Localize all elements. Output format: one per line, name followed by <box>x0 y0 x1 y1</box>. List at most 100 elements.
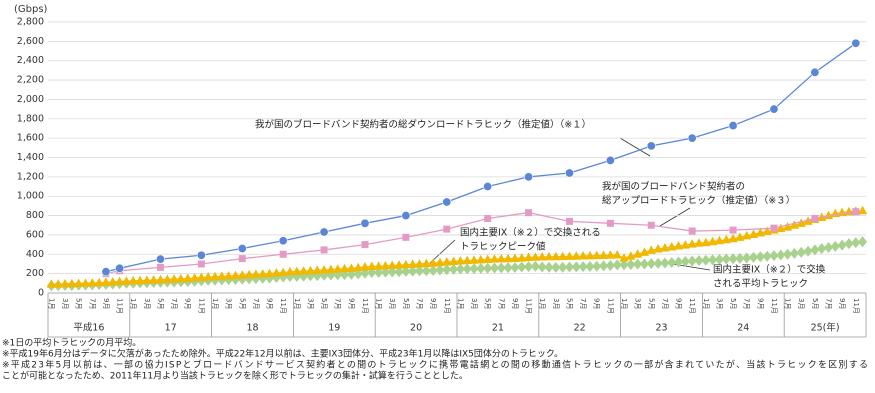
x-tick-label: 7月 <box>497 298 505 309</box>
data-point <box>162 274 172 283</box>
data-point <box>435 264 445 276</box>
data-point <box>421 265 431 277</box>
x-tick-label: 5月 <box>565 298 573 309</box>
x-tick-label: 1月 <box>293 298 301 309</box>
x-tick-label: 5月 <box>320 298 328 309</box>
data-point <box>449 263 459 275</box>
x-tick-label: 11月 <box>116 298 124 314</box>
data-point <box>74 278 84 288</box>
data-point <box>196 250 206 260</box>
data-point <box>278 267 288 276</box>
x-tick-label: 7月 <box>334 298 342 309</box>
data-point <box>443 225 451 233</box>
data-point <box>210 271 220 281</box>
x-tick-label: 9月 <box>675 298 683 309</box>
data-point <box>271 268 281 277</box>
data-point <box>796 218 806 227</box>
data-point <box>353 262 363 272</box>
data-point <box>708 236 718 246</box>
data-point <box>448 256 459 265</box>
data-point <box>469 255 479 264</box>
data-point <box>626 251 636 260</box>
data-point <box>169 274 179 283</box>
data-point <box>783 248 793 260</box>
data-point <box>299 266 309 275</box>
data-point <box>530 252 540 261</box>
data-point <box>224 270 234 280</box>
data-point <box>483 254 493 264</box>
data-point <box>462 255 472 265</box>
data-point <box>46 279 57 288</box>
data-point <box>517 253 527 262</box>
data-point <box>837 239 847 251</box>
x-tick-label: 5月 <box>484 298 492 309</box>
year-label: 17 <box>165 323 177 334</box>
data-point <box>285 266 295 276</box>
data-point <box>810 244 820 256</box>
data-point <box>564 168 574 178</box>
year-label: 20 <box>410 323 422 334</box>
data-point <box>585 250 595 260</box>
y-tick-label: 2,600 <box>17 36 44 47</box>
data-point <box>517 261 527 273</box>
data-point <box>367 261 377 270</box>
x-tick-label: 5月 <box>729 298 737 309</box>
x-tick-label: 3月 <box>143 298 151 309</box>
x-tick-label: 3月 <box>797 298 805 309</box>
data-point <box>142 275 152 284</box>
x-tick-label: 1月 <box>784 298 792 309</box>
data-point <box>197 260 205 268</box>
x-tick-label: 11月 <box>197 298 205 314</box>
legend-label: 我が国のブロードバンド契約者の <box>602 181 745 193</box>
data-point <box>680 256 690 268</box>
x-tick-label: 1月 <box>375 298 383 309</box>
data-point <box>858 236 868 248</box>
data-point <box>483 262 493 274</box>
data-point <box>544 261 554 273</box>
data-point <box>728 121 738 131</box>
data-point <box>646 258 656 270</box>
x-tick-label: 3月 <box>470 298 478 309</box>
data-point <box>729 226 737 234</box>
data-point <box>346 263 356 272</box>
data-point <box>333 264 343 273</box>
data-point <box>721 253 731 265</box>
data-point <box>469 263 479 275</box>
x-tick-label: 9月 <box>429 298 437 309</box>
data-point <box>292 266 302 276</box>
data-point <box>688 227 696 235</box>
data-point <box>639 247 650 256</box>
data-point <box>408 259 418 268</box>
data-point <box>442 197 452 207</box>
data-point <box>380 266 390 278</box>
data-point <box>851 237 861 249</box>
data-point <box>87 278 97 287</box>
data-point <box>585 260 595 272</box>
data-point <box>606 219 614 227</box>
y-tick-label: 1,800 <box>17 113 44 124</box>
data-point <box>264 268 275 278</box>
y-tick-label: 600 <box>26 229 44 240</box>
data-point <box>360 218 370 228</box>
data-point <box>196 272 206 282</box>
data-point <box>258 269 268 278</box>
data-point <box>60 278 70 288</box>
data-point <box>708 254 718 266</box>
x-tick-label: 11月 <box>279 298 287 314</box>
x-tick-label: 3月 <box>715 298 723 309</box>
x-tick-label: 11月 <box>361 298 369 314</box>
data-point <box>455 256 466 265</box>
data-point <box>101 267 111 277</box>
data-point <box>673 241 684 250</box>
data-point <box>687 133 697 143</box>
data-point <box>380 260 391 270</box>
data-point <box>544 251 554 261</box>
year-label: 19 <box>328 323 340 334</box>
data-point <box>558 251 568 261</box>
data-point <box>694 255 704 267</box>
data-point <box>80 278 91 287</box>
data-point <box>769 250 779 262</box>
data-point <box>525 209 533 217</box>
data-point <box>230 270 241 280</box>
data-point <box>476 254 486 264</box>
